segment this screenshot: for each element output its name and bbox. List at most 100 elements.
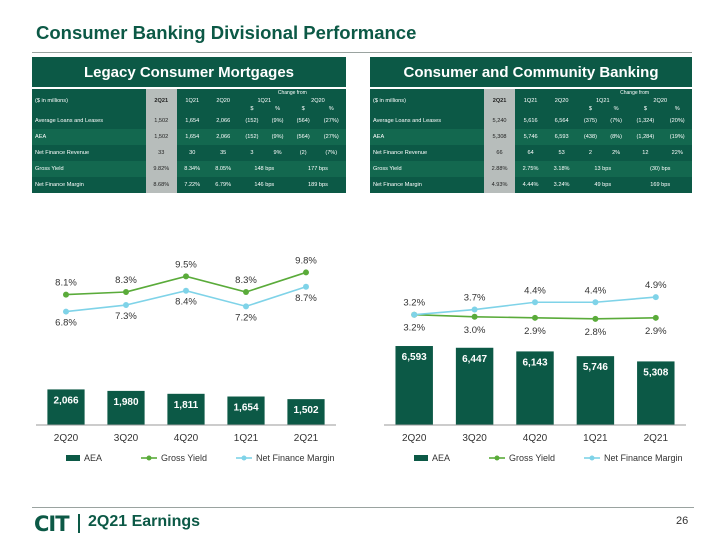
data-label: 8.1% bbox=[55, 278, 77, 289]
legend-label: Gross Yield bbox=[509, 453, 555, 463]
bar-value-label: 1,654 bbox=[233, 403, 258, 414]
table-cell: (2) bbox=[299, 150, 307, 156]
units-label: ($ in millions) bbox=[373, 98, 406, 104]
bar-value-label: 5,308 bbox=[643, 367, 668, 378]
series-point bbox=[471, 313, 478, 320]
period-header: 2Q20 bbox=[216, 98, 231, 104]
table-cell: 8.05% bbox=[215, 166, 232, 172]
change-period-header: 2Q20 bbox=[653, 98, 668, 104]
aea-bar bbox=[576, 356, 615, 425]
table-cell: Net Finance Revenue bbox=[373, 150, 428, 156]
series-point bbox=[183, 273, 189, 280]
legacy-mortgages-panel: Legacy Consumer Mortgages Change from ($… bbox=[32, 57, 346, 193]
legacy-mortgages-table: Change from ($ in millions) 2Q21 1Q21 2Q… bbox=[32, 89, 346, 193]
legend-label: Net Finance Margin bbox=[604, 453, 683, 463]
table-cell: 22% bbox=[671, 150, 683, 156]
legend-label: Gross Yield bbox=[161, 453, 207, 463]
data-label: 7.2% bbox=[235, 312, 257, 323]
table-row: AEA 1,502 1,654 2,066 (152) (9%) (564) (27%) bbox=[32, 129, 346, 145]
table-cell: 8.68% bbox=[145, 177, 177, 193]
table-cell: 2% bbox=[612, 150, 621, 156]
change-period-header: 1Q21 bbox=[595, 98, 610, 104]
series-point bbox=[123, 302, 129, 309]
table-cell: 53 bbox=[558, 150, 565, 156]
table-cell: 6.79% bbox=[215, 182, 232, 188]
table-cell: Net Finance Margin bbox=[35, 182, 84, 188]
subhead: % bbox=[328, 106, 334, 112]
bar-value-label: 6,143 bbox=[522, 357, 547, 368]
series-point bbox=[63, 308, 69, 315]
bar-value-label: 1,811 bbox=[174, 400, 199, 411]
change-period-header: 1Q21 bbox=[257, 98, 272, 104]
bar-value-label: 1,980 bbox=[113, 397, 138, 408]
x-tick-label: 4Q20 bbox=[174, 433, 199, 444]
footer-divider bbox=[32, 507, 694, 508]
aea-bar bbox=[167, 393, 205, 425]
panel-heading: Legacy Consumer Mortgages bbox=[32, 57, 346, 87]
table-cell: 6,564 bbox=[554, 118, 569, 124]
consumer-community-banking-table: Change from ($ in millions) 2Q21 1Q21 2Q… bbox=[370, 89, 692, 193]
table-cell: 2.75% bbox=[522, 166, 539, 172]
table-cell: (438) bbox=[583, 134, 597, 140]
data-label: 8.4% bbox=[175, 297, 197, 308]
table-cell: (152) bbox=[245, 134, 259, 140]
table-cell: 49 bps bbox=[594, 182, 612, 188]
x-tick-label: 2Q20 bbox=[54, 433, 79, 444]
table-cell: (564) bbox=[296, 118, 310, 124]
aea-bar bbox=[455, 347, 494, 425]
period-header: 2Q21 bbox=[484, 97, 516, 105]
table-cell: (19%) bbox=[669, 134, 685, 140]
series-point bbox=[592, 299, 599, 306]
data-label: 7.3% bbox=[115, 311, 137, 322]
table-cell: 1,502 bbox=[145, 129, 177, 145]
consumer-community-banking-panel: Consumer and Community Banking Change fr… bbox=[370, 57, 692, 193]
data-label: 8.7% bbox=[295, 293, 317, 304]
table-cell: (9%) bbox=[271, 134, 284, 140]
table-cell: 6,593 bbox=[554, 134, 569, 140]
aea-bar bbox=[47, 389, 85, 425]
data-label: 4.9% bbox=[645, 280, 667, 291]
table-cell: (564) bbox=[296, 134, 310, 140]
change-from-header: Change from bbox=[620, 90, 650, 96]
bar-value-label: 6,447 bbox=[462, 354, 487, 365]
legend-swatch bbox=[66, 455, 80, 461]
table-cell: 5,308 bbox=[484, 129, 516, 145]
table-cell: (1,324) bbox=[636, 118, 655, 124]
table-row: Gross Yield 2.88% 2.75% 3.18% 13 bps (30) bps bbox=[370, 161, 692, 177]
series-point bbox=[652, 314, 659, 321]
data-label: 4.4% bbox=[585, 285, 607, 296]
footer-title: 2Q21 Earnings bbox=[88, 513, 201, 530]
table-cell: Average Loans and Leases bbox=[373, 118, 442, 124]
change-from-header: Change from bbox=[277, 90, 307, 96]
series-point bbox=[532, 299, 538, 306]
page-number: 26 bbox=[676, 515, 689, 527]
x-tick-label: 1Q21 bbox=[583, 433, 608, 444]
table-cell: 5,240 bbox=[484, 113, 516, 129]
table-cell: (7%) bbox=[610, 118, 623, 124]
table-cell: 4.44% bbox=[522, 182, 539, 188]
logo-separator bbox=[78, 514, 80, 533]
period-header: 1Q21 bbox=[523, 98, 538, 104]
aea-bar bbox=[227, 396, 265, 425]
table-row: Average Loans and Leases 5,240 5,616 6,564 (… bbox=[370, 113, 692, 129]
table-row: Net Finance Margin 4.93% 4.44% 3.24% 49 bps 1… bbox=[370, 177, 692, 193]
table-cell: 30 bbox=[189, 150, 196, 156]
data-label: 3.7% bbox=[464, 293, 486, 304]
table-cell: 177 bps bbox=[307, 166, 328, 172]
aea-bar bbox=[637, 361, 675, 425]
table-row: Net Finance Margin 8.68% 7.22% 6.79% 146 bps… bbox=[32, 177, 346, 193]
table-cell: 35 bbox=[220, 150, 227, 156]
table-cell: 8.34% bbox=[184, 166, 201, 172]
table-cell: (27%) bbox=[323, 118, 339, 124]
subhead: $ bbox=[588, 106, 592, 112]
table-cell: Net Finance Revenue bbox=[35, 150, 90, 156]
data-label: 9.5% bbox=[175, 259, 197, 270]
period-header: 2Q21 bbox=[145, 97, 177, 105]
table-row: Net Finance Revenue 33 30 35 3 9% (2) (7%) bbox=[32, 145, 346, 161]
table-cell: 66 bbox=[484, 145, 516, 161]
table-cell: 33 bbox=[145, 145, 177, 161]
table-cell: AEA bbox=[35, 134, 47, 140]
legend-label: Net Finance Margin bbox=[256, 453, 335, 463]
aea-bar bbox=[516, 351, 554, 425]
table-cell: 12 bbox=[642, 150, 649, 156]
